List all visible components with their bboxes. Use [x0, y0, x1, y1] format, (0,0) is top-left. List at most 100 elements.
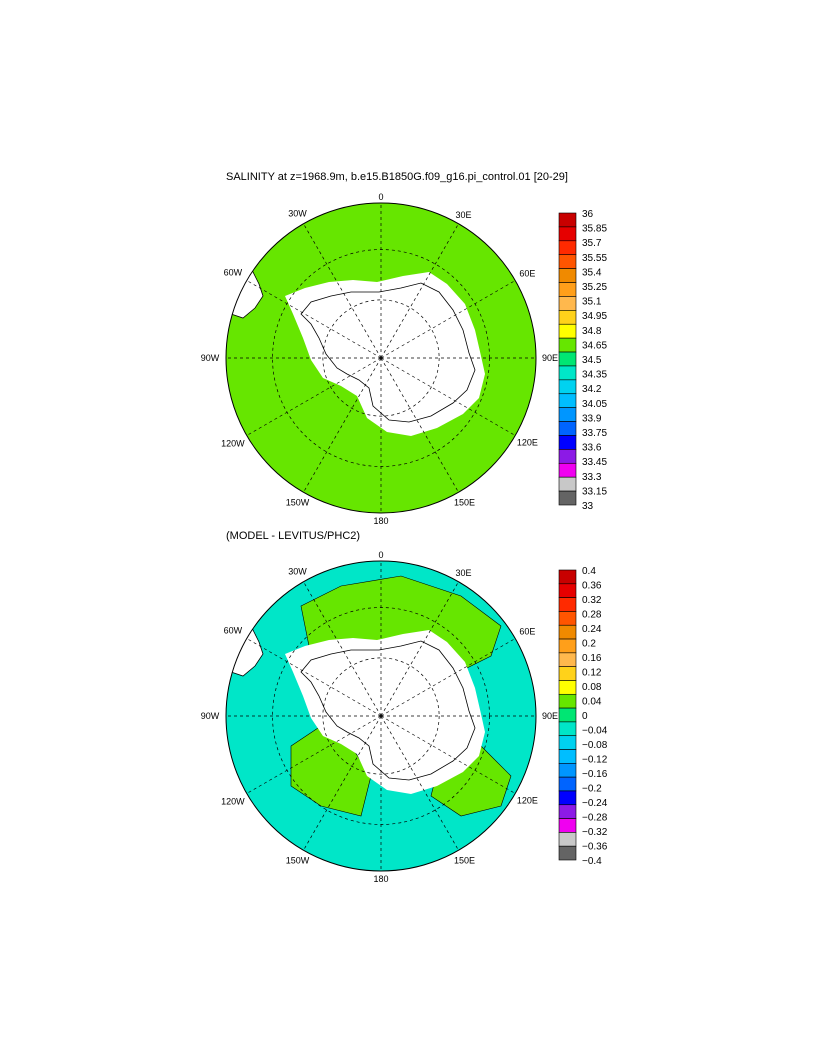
- meridian-line: [303, 223, 382, 359]
- longitude-label-right: 90E: [542, 353, 558, 363]
- latitude-circle: [322, 299, 440, 417]
- colorbar-swatch: [558, 337, 577, 353]
- colorbar-label: 35.1: [582, 297, 602, 308]
- colorbar-label: 33.75: [582, 428, 607, 439]
- colorbar-swatch: [558, 296, 577, 311]
- colorbar-label: 0.32: [582, 595, 602, 606]
- colorbar-swatch: [558, 435, 577, 450]
- colorbar-label: 33.6: [582, 443, 602, 454]
- colorbar-swatch: [558, 226, 577, 242]
- latitude-circle: [322, 657, 440, 775]
- meridian-line: [246, 280, 382, 359]
- colorbar-swatch: [558, 240, 577, 256]
- colorbar-label: 0.16: [582, 653, 602, 664]
- colorbar-swatch: [558, 393, 577, 408]
- colorbar-swatch: [558, 351, 577, 367]
- colorbar-swatch: [558, 693, 577, 709]
- meridian-line: [380, 280, 516, 359]
- colorbar-label: 35.85: [582, 224, 607, 235]
- longitude-label-bottom: 180: [373, 874, 388, 884]
- colorbar-label: −0.12: [582, 755, 608, 766]
- meridian-line: [380, 581, 459, 717]
- colorbar-label: 34.8: [582, 326, 602, 337]
- longitude-label-left: 90W: [201, 711, 220, 721]
- colorbar-swatch: [558, 707, 577, 723]
- polar-map-1: 0 30E 60E 90E 120E 150E 180 150W 120W 90W 60W 30W: [201, 192, 558, 526]
- colorbar-label: 35.55: [582, 253, 607, 264]
- colorbar-swatch: [558, 449, 577, 464]
- colorbar-label: −0.08: [582, 740, 608, 751]
- colorbar-label: 33.15: [582, 486, 607, 497]
- colorbar-label: −0.36: [582, 842, 608, 853]
- colorbar-label: 0.04: [582, 697, 602, 708]
- meridian-line: [246, 715, 382, 794]
- colorbar-swatch: [558, 749, 577, 764]
- meridian-line: [303, 715, 382, 851]
- colorbar-label: −0.32: [582, 827, 608, 838]
- colorbar-label: 34.35: [582, 370, 607, 381]
- meridian-line: [303, 357, 382, 493]
- colorbar-label: −0.4: [582, 856, 602, 867]
- colorbar-swatch: [558, 666, 577, 681]
- colorbar-label: 0.4: [582, 566, 596, 577]
- colorbar-swatch: [558, 490, 577, 506]
- map-body: [226, 203, 536, 513]
- meridian-line: [380, 357, 459, 493]
- meridian-line: [246, 357, 382, 436]
- colorbar-swatch: [558, 323, 577, 339]
- longitude-label-e30: 30E: [455, 210, 471, 220]
- panel1-title: SALINITY at z=1968.9m, b.e15.B1850G.f09_…: [226, 171, 568, 183]
- colorbar-label: 33.9: [582, 413, 602, 424]
- colorbar-swatch: [558, 310, 577, 325]
- colorbar-swatch: [558, 476, 577, 492]
- longitude-label-w120: 120W: [221, 797, 245, 807]
- longitude-label-w120: 120W: [221, 439, 245, 449]
- colorbar-swatch: [558, 790, 577, 806]
- colorbar-label: 36: [582, 209, 594, 220]
- colorbar-label: 0.12: [582, 668, 602, 679]
- longitude-label-e120: 120E: [517, 796, 538, 806]
- longitude-label-left: 90W: [201, 353, 220, 363]
- colorbar-label: 35.7: [582, 238, 602, 249]
- colorbar-swatch: [558, 583, 577, 598]
- longitude-label-w150: 150W: [286, 856, 310, 866]
- longitude-label-top: 0: [378, 192, 383, 202]
- colorbar-swatch: [558, 611, 577, 626]
- colorbar-swatch: [558, 638, 577, 654]
- meridian-line: [303, 581, 382, 717]
- longitude-label-e120: 120E: [517, 438, 538, 448]
- colorbar-label: 33: [582, 501, 594, 512]
- meridian-line: [380, 715, 516, 794]
- colorbar-label: 33.3: [582, 472, 602, 483]
- colorbar-label: 34.05: [582, 399, 607, 410]
- map-body: [226, 561, 536, 871]
- colorbar-label: 0.36: [582, 581, 602, 592]
- longitude-label-w30: 30W: [288, 208, 307, 218]
- colorbar-swatch: [558, 282, 577, 297]
- colorbar-label: 34.95: [582, 311, 607, 322]
- panel2-title: (MODEL - LEVITUS/PHC2): [226, 530, 361, 542]
- colorbar-swatch: [558, 254, 577, 269]
- longitude-label-e60: 60E: [519, 269, 535, 279]
- longitude-label-right: 90E: [542, 711, 558, 721]
- colorbar-swatch: [558, 763, 577, 778]
- map-border: [225, 202, 537, 514]
- colorbar-swatch: [558, 569, 577, 585]
- colorbar-swatch: [558, 462, 577, 478]
- colorbar-label: 0.28: [582, 610, 602, 621]
- longitude-label-e150: 150E: [454, 498, 475, 508]
- meridian-line: [380, 223, 459, 359]
- colorbar-swatch: [558, 652, 577, 667]
- longitude-label-bottom: 180: [373, 516, 388, 526]
- colorbar-label: 34.2: [582, 384, 602, 395]
- colorbar-swatch: [558, 721, 577, 737]
- longitude-label-w30: 30W: [288, 566, 307, 576]
- colorbar-swatch: [558, 818, 577, 833]
- colorbar-label: 34.65: [582, 340, 607, 351]
- colorbar-swatch: [558, 776, 577, 792]
- colorbar-swatch: [558, 212, 577, 228]
- colorbar-swatch: [558, 680, 577, 695]
- polar-map-2: 0 30E 60E 90E 120E 150E 180 150W 120W 90W 60W 30W: [201, 550, 558, 884]
